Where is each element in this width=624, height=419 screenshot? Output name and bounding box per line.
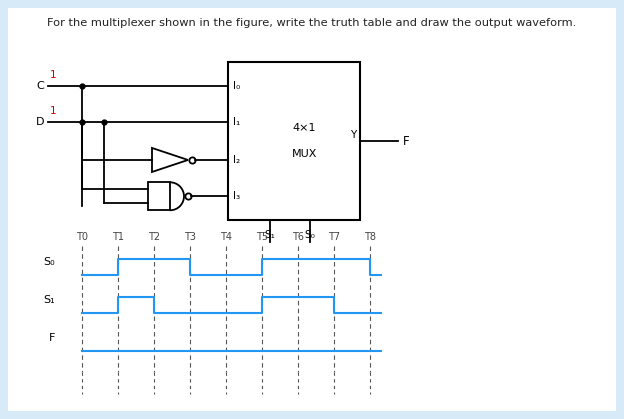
- Text: 1: 1: [50, 70, 57, 80]
- Text: For the multiplexer shown in the figure, write the truth table and draw the outp: For the multiplexer shown in the figure,…: [47, 18, 577, 28]
- Text: S₁: S₁: [265, 230, 276, 240]
- Text: I₃: I₃: [233, 191, 240, 201]
- Text: I₀: I₀: [233, 81, 240, 91]
- Text: S₀: S₀: [44, 257, 55, 267]
- Text: T3: T3: [184, 232, 196, 242]
- Text: T8: T8: [364, 232, 376, 242]
- Bar: [228, 62, 360, 220]
- Text: T2: T2: [148, 232, 160, 242]
- Polygon shape: [152, 148, 188, 172]
- Text: 4×1: 4×1: [293, 123, 316, 133]
- Text: T4: T4: [220, 232, 232, 242]
- Text: I₂: I₂: [233, 155, 240, 165]
- Text: 1: 1: [50, 106, 57, 116]
- Text: T1: T1: [112, 232, 124, 242]
- Text: S₀: S₀: [305, 230, 315, 240]
- Text: S₁: S₁: [44, 295, 55, 305]
- Text: MUX: MUX: [292, 149, 317, 159]
- Text: T0: T0: [76, 232, 88, 242]
- Text: T7: T7: [328, 232, 340, 242]
- Text: T6: T6: [292, 232, 304, 242]
- Text: Y: Y: [349, 130, 356, 140]
- Text: F: F: [49, 333, 55, 343]
- Text: I₁: I₁: [233, 117, 240, 127]
- Text: D: D: [36, 117, 44, 127]
- Text: C: C: [36, 81, 44, 91]
- Text: T5: T5: [256, 232, 268, 242]
- Text: F: F: [403, 134, 409, 147]
- Bar: [148, 182, 170, 210]
